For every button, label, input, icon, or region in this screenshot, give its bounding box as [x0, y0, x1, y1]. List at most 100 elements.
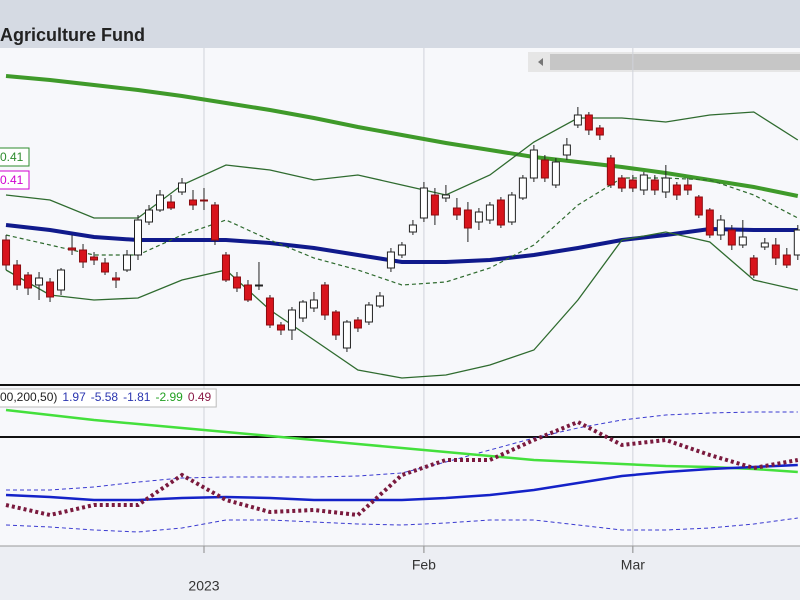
candle-body: [320, 284, 329, 316]
candle-body: [727, 229, 736, 246]
candle-body: [507, 194, 516, 223]
candle-body: [705, 209, 714, 236]
indicator-line: [5, 419, 799, 518]
candle-body: [210, 204, 219, 241]
candle-body: [628, 179, 637, 189]
indicator-line: [5, 517, 798, 533]
candle-body: [188, 199, 197, 206]
candle-body: [123, 254, 132, 271]
candle-body: [760, 242, 769, 248]
candle-body: [595, 127, 604, 136]
candle-body: [309, 299, 318, 309]
candle-body: [276, 324, 285, 331]
candle-body: [430, 194, 439, 216]
candle-body: [529, 149, 538, 179]
candle-body: [661, 177, 670, 193]
indicator-line: [5, 463, 798, 502]
candle-body: [386, 251, 395, 269]
candle-body: [485, 204, 494, 221]
candle-body: [573, 114, 582, 126]
candle-body: [331, 311, 340, 336]
indicator-value: -1.81: [123, 390, 151, 404]
candle-body: [749, 257, 758, 276]
candle-body: [101, 262, 110, 273]
candle-body: [166, 201, 175, 209]
plot-area: [0, 48, 800, 546]
candle-body: [584, 114, 593, 131]
candle-body: [2, 239, 11, 266]
candle-body: [397, 244, 406, 256]
x-tick-label: Feb: [412, 557, 436, 573]
candle-body: [156, 194, 164, 211]
candle-body: [90, 256, 99, 261]
candle-body: [287, 309, 296, 331]
candle-body: [375, 295, 384, 307]
scrollbar-thumb[interactable]: [550, 54, 800, 70]
candle-body: [441, 194, 450, 199]
indicator-value: 0.49: [188, 390, 212, 404]
scroll-left-arrow[interactable]: [538, 58, 543, 66]
indicator-value: -2.99: [155, 390, 183, 404]
candle-body: [606, 157, 615, 186]
candle-body: [199, 199, 208, 202]
indicator-label-box: [0, 388, 217, 408]
candle-body: [496, 199, 505, 226]
candle-body: [419, 187, 428, 219]
x-tick-label: 2023: [188, 578, 219, 594]
candle-body: [463, 209, 472, 229]
candle-body: [694, 196, 703, 216]
value-tag: 0.41: [0, 173, 24, 187]
indicator-line: [5, 408, 798, 474]
candle-body: [24, 274, 33, 289]
candle-body: [562, 144, 571, 156]
candle-body: [112, 277, 121, 281]
candle-body: [672, 184, 681, 196]
indicator-value: -5.58: [91, 390, 119, 404]
candle-body: [716, 219, 725, 236]
candle-body: [35, 277, 44, 286]
candle-body: [639, 174, 648, 191]
candle-body: [353, 319, 362, 329]
candle-body: [13, 264, 22, 286]
candle-body: [57, 269, 66, 291]
candle-body: [793, 229, 800, 256]
candle-body: [551, 161, 560, 186]
indicator-label: 00,200,50): [0, 390, 57, 404]
candle-body: [364, 304, 373, 323]
candle-body: [243, 284, 252, 301]
candle-body: [232, 276, 241, 289]
candle-body: [771, 244, 780, 259]
candle-body: [298, 301, 307, 319]
candle-body: [254, 284, 263, 287]
candle-body: [474, 211, 483, 223]
chart-title: Agriculture Fund: [0, 25, 145, 45]
candle-body: [46, 281, 55, 298]
candle-body: [650, 179, 659, 191]
candle-body: [408, 224, 417, 233]
candle-body: [177, 182, 186, 193]
candle-body: [221, 254, 230, 281]
x-tick-label: Mar: [621, 557, 645, 573]
candle-body: [617, 177, 626, 189]
candle-body: [782, 254, 791, 266]
value-tag-box: [0, 147, 30, 167]
candle-body: [342, 321, 351, 349]
candle-body: [738, 236, 747, 246]
indicator-value: 1.97: [62, 390, 86, 404]
candle-body: [518, 177, 527, 199]
candle-body: [79, 249, 88, 263]
candle-body: [145, 209, 154, 223]
value-tag-box: [0, 170, 30, 190]
indicator-line: [5, 231, 798, 379]
value-tag: 0.41: [0, 150, 24, 164]
candle-body: [452, 207, 461, 216]
candle-body: [683, 184, 692, 191]
indicator-line: [6, 411, 798, 491]
candle-body: [68, 247, 77, 251]
candle-body: [540, 159, 549, 179]
candle-body: [134, 219, 143, 256]
x-axis-area: [0, 546, 800, 600]
candle-body: [265, 297, 274, 326]
